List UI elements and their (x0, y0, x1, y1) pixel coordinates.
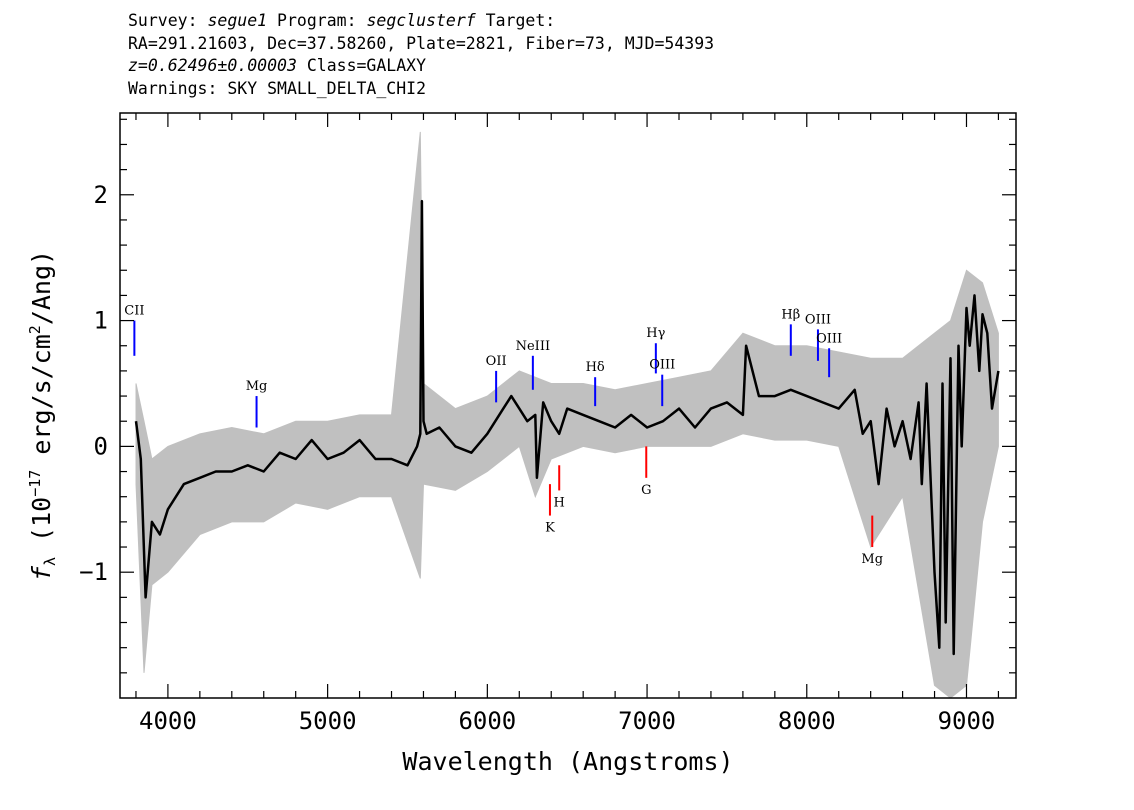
absorption-line-label: Mg (861, 552, 883, 567)
header-line-2: RA=291.21603, Dec=37.58260, Plate=2821, … (128, 33, 715, 53)
header-line-3: z=0.62496±0.00003 Class=GALAXY (128, 55, 714, 78)
flux-series-line (134, 199, 1000, 656)
y-axis-title-sub: λ (41, 557, 59, 566)
program-label: Program: (277, 11, 357, 30)
absorption-line-label: G (641, 483, 651, 498)
emission-line-label: CII (124, 304, 144, 319)
plot-frame (119, 112, 1017, 699)
x-tick-label: 9000 (938, 707, 996, 735)
emission-line-label: Hδ (586, 360, 605, 375)
survey-value: segue1 (207, 11, 268, 30)
absorption-line-label: K (545, 521, 555, 536)
y-axis-title: fλ (10−17 erg/s/cm2/Ang) (26, 250, 59, 581)
emission-line-label: OIII (649, 358, 675, 373)
error-band (135, 131, 999, 699)
emission-line-label: OII (486, 354, 507, 369)
x-tick-label: 5000 (299, 707, 357, 735)
axis-ticks-layer (120, 113, 1016, 698)
header-line-1: Survey: segue1 Program: segclusterf Targ… (128, 10, 714, 33)
y-tick-label: 0 (94, 432, 108, 460)
error-band-layer (135, 131, 999, 699)
y-axis-title-sq: 2 (26, 325, 44, 334)
y-axis-title-units: erg/s/cm (27, 334, 56, 454)
x-tick-label: 7000 (618, 707, 676, 735)
survey-label: Survey: (128, 11, 198, 30)
class-value: Class=GALAXY (306, 56, 427, 75)
flux-series-layer (134, 199, 1000, 656)
y-tick-label: 1 (94, 307, 108, 335)
y-tick-label: −1 (79, 558, 108, 586)
program-value: segclusterf (366, 11, 476, 30)
emission-line-label: NeIII (516, 339, 550, 354)
absorption-line-label: H (554, 495, 565, 510)
emission-line-label: OIII (816, 331, 842, 346)
emission-line-label: OIII (805, 312, 831, 327)
emission-line-label: Hβ (781, 307, 800, 322)
target-label: Target: (485, 11, 556, 30)
emission-line-label: Mg (246, 379, 268, 394)
spectral-lines-layer: CII Mg OII NeIII Hδ Hγ OIII Hβ OIII OIII KH G Mg (124, 304, 883, 567)
y-tick-label: 2 (94, 181, 108, 209)
x-tick-label: 6000 (458, 707, 516, 735)
x-tick-label: 8000 (778, 707, 836, 735)
y-axis-title-exp: −17 (26, 470, 44, 497)
axis-tick-labels-layer: 4000 5000 6000 7000 8000 9000 −1 0 1 2 (79, 181, 995, 735)
redshift-value: z=0.62496±0.00003 (128, 56, 297, 75)
emission-line-label: Hγ (646, 326, 665, 341)
y-axis-title-tail: /Ang) (27, 250, 56, 325)
x-axis-title: Wavelength (Angstroms) (402, 747, 733, 776)
y-axis-title-paren: (10 (27, 497, 56, 542)
header-line-4: Warnings: SKY SMALL_DELTA_CHI2 (128, 78, 427, 98)
y-axis-title-f: f (27, 565, 56, 581)
x-tick-label: 4000 (139, 707, 197, 735)
spectrum-header: Survey: segue1 Program: segclusterf Targ… (128, 10, 714, 100)
